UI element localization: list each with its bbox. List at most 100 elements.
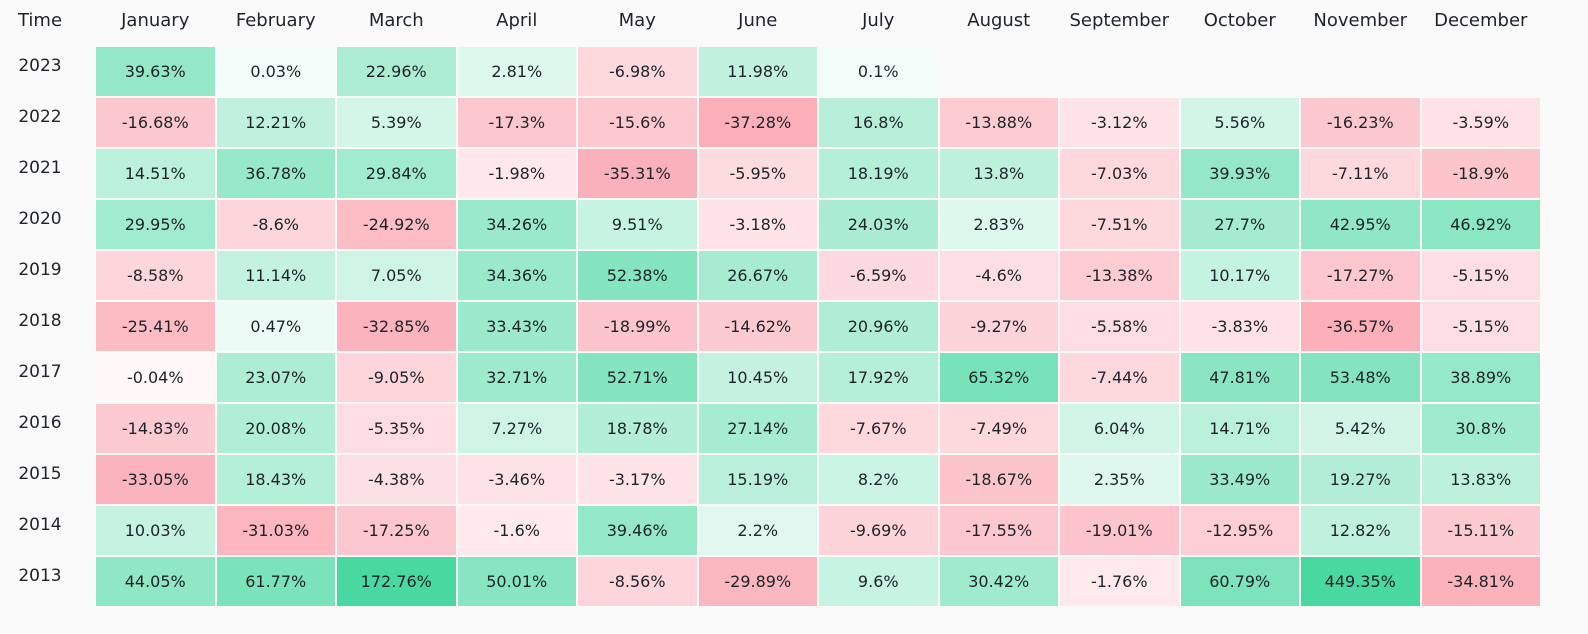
- column-header-october: October: [1203, 10, 1276, 31]
- heatmap-cell-2022-february: 12.21%: [216, 98, 335, 147]
- heatmap-cell-2014-july: -9.69%: [819, 506, 938, 555]
- heatmap-cell-2020-october: 27.7%: [1180, 200, 1299, 249]
- row-label-2018: 2018: [18, 311, 62, 331]
- heatmap-cell-2020-february: -8.6%: [216, 200, 335, 249]
- column-header-february: February: [235, 10, 316, 31]
- heatmap-cell-2017-february: 23.07%: [216, 353, 335, 402]
- heatmap-cell-2020-january: 29.95%: [96, 200, 215, 249]
- heatmap-cell-2015-march: -4.38%: [337, 455, 456, 504]
- heatmap-cell-2020-september: -7.51%: [1060, 200, 1179, 249]
- heatmap-cell-2014-october: -12.95%: [1180, 506, 1299, 555]
- heatmap-cell-2015-may: -3.17%: [578, 455, 697, 504]
- heatmap-cell-2013-august: 30.42%: [939, 557, 1058, 606]
- heatmap-cell-2015-april: -3.46%: [457, 455, 576, 504]
- heatmap-cell-2018-september: -5.58%: [1060, 302, 1179, 351]
- row-label-2021: 2021: [18, 158, 62, 178]
- column-header-december: December: [1434, 10, 1528, 31]
- heatmap-cell-2023-february: 0.03%: [216, 47, 335, 96]
- heatmap-cell-2016-june: 27.14%: [698, 404, 817, 453]
- heatmap-cell-2014-june: 2.2%: [698, 506, 817, 555]
- heatmap-cell-2021-november: -7.11%: [1301, 149, 1420, 198]
- heatmap-cell-2017-march: -9.05%: [337, 353, 456, 402]
- heatmap-cell-2020-july: 24.03%: [819, 200, 938, 249]
- heatmap-cell-2014-january: 10.03%: [96, 506, 215, 555]
- heatmap-cell-2017-may: 52.71%: [578, 353, 697, 402]
- heatmap-cell-2022-march: 5.39%: [337, 98, 456, 147]
- heatmap-cell-2022-july: 16.8%: [819, 98, 938, 147]
- heatmap-cell-2020-november: 42.95%: [1301, 200, 1420, 249]
- heatmap-cell-2018-november: -36.57%: [1301, 302, 1420, 351]
- heatmap-cell-2022-june: -37.28%: [698, 98, 817, 147]
- heatmap-cell-2023-july: 0.1%: [819, 47, 938, 96]
- heatmap-cell-2020-may: 9.51%: [578, 200, 697, 249]
- heatmap-cell-2016-october: 14.71%: [1180, 404, 1299, 453]
- heatmap-cell-2020-april: 34.26%: [457, 200, 576, 249]
- heatmap-cell-2019-july: -6.59%: [819, 251, 938, 300]
- row-label-2016: 2016: [18, 413, 62, 433]
- heatmap-cell-2018-february: 0.47%: [216, 302, 335, 351]
- heatmap-cell-2017-september: -7.44%: [1060, 353, 1179, 402]
- heatmap-cell-2013-february: 61.77%: [216, 557, 335, 606]
- corner-label-time: Time: [17, 10, 63, 31]
- heatmap-cell-2023-may: -6.98%: [578, 47, 697, 96]
- heatmap-cell-2020-august: 2.83%: [939, 200, 1058, 249]
- heatmap-cell-2016-february: 20.08%: [216, 404, 335, 453]
- heatmap-cell-2013-april: 50.01%: [457, 557, 576, 606]
- heatmap-cell-2014-february: -31.03%: [216, 506, 335, 555]
- heatmap-cell-2014-december: -15.11%: [1421, 506, 1540, 555]
- heatmap-cell-2017-august: 65.32%: [939, 353, 1058, 402]
- heatmap-cell-2021-april: -1.98%: [457, 149, 576, 198]
- heatmap-cell-2023-january: 39.63%: [96, 47, 215, 96]
- heatmap-cell-2013-june: -29.89%: [698, 557, 817, 606]
- heatmap-cell-2015-september: 2.35%: [1060, 455, 1179, 504]
- heatmap-cell-2018-june: -14.62%: [698, 302, 817, 351]
- heatmap-cell-2020-june: -3.18%: [698, 200, 817, 249]
- heatmap-cell-2014-september: -19.01%: [1060, 506, 1179, 555]
- heatmap-cell-2022-august: -13.88%: [939, 98, 1058, 147]
- heatmap-cell-2022-january: -16.68%: [96, 98, 215, 147]
- column-header-november: November: [1313, 10, 1408, 31]
- heatmap-cell-2019-may: 52.38%: [578, 251, 697, 300]
- heatmap-cell-2018-april: 33.43%: [457, 302, 576, 351]
- heatmap-cell-2022-may: -15.6%: [578, 98, 697, 147]
- heatmap-cell-2017-october: 47.81%: [1180, 353, 1299, 402]
- column-header-january: January: [121, 10, 190, 31]
- heatmap-cell-2018-december: -5.15%: [1421, 302, 1540, 351]
- column-header-august: August: [967, 10, 1031, 31]
- heatmap-cell-2021-august: 13.8%: [939, 149, 1058, 198]
- row-label-2014: 2014: [18, 515, 62, 535]
- heatmap-cell-2019-february: 11.14%: [216, 251, 335, 300]
- heatmap-cell-2018-march: -32.85%: [337, 302, 456, 351]
- heatmap-cell-2013-january: 44.05%: [96, 557, 215, 606]
- heatmap-cell-2015-november: 19.27%: [1301, 455, 1420, 504]
- heatmap-cell-2015-october: 33.49%: [1180, 455, 1299, 504]
- row-label-2023: 2023: [18, 56, 62, 76]
- heatmap-cell-2018-august: -9.27%: [939, 302, 1058, 351]
- heatmap-cell-2019-april: 34.36%: [457, 251, 576, 300]
- heatmap-cell-2019-june: 26.67%: [698, 251, 817, 300]
- heatmap-cell-2019-december: -5.15%: [1421, 251, 1540, 300]
- heatmap-cell-2014-march: -17.25%: [337, 506, 456, 555]
- heatmap-cell-2014-may: 39.46%: [578, 506, 697, 555]
- heatmap-cell-2014-november: 12.82%: [1301, 506, 1420, 555]
- heatmap-cell-2022-april: -17.3%: [457, 98, 576, 147]
- heatmap-cell-2015-august: -18.67%: [939, 455, 1058, 504]
- heatmap-cell-2016-september: 6.04%: [1060, 404, 1179, 453]
- row-label-2019: 2019: [18, 260, 62, 280]
- heatmap-cell-2020-december: 46.92%: [1421, 200, 1540, 249]
- heatmap-cell-2016-august: -7.49%: [939, 404, 1058, 453]
- heatmap-cell-2021-february: 36.78%: [216, 149, 335, 198]
- heatmap-cell-2013-september: -1.76%: [1060, 557, 1179, 606]
- heatmap-cell-2017-january: -0.04%: [96, 353, 215, 402]
- heatmap-cell-2021-september: -7.03%: [1060, 149, 1179, 198]
- heatmap-cell-2021-july: 18.19%: [819, 149, 938, 198]
- heatmap-cell-2019-january: -8.58%: [96, 251, 215, 300]
- heatmap-cell-2016-march: -5.35%: [337, 404, 456, 453]
- heatmap-cell-2013-october: 60.79%: [1180, 557, 1299, 606]
- heatmap-cell-2015-july: 8.2%: [819, 455, 938, 504]
- heatmap-cell-2014-august: -17.55%: [939, 506, 1058, 555]
- heatmap-cell-2015-june: 15.19%: [698, 455, 817, 504]
- heatmap-cell-2016-july: -7.67%: [819, 404, 938, 453]
- heatmap-cell-2022-november: -16.23%: [1301, 98, 1420, 147]
